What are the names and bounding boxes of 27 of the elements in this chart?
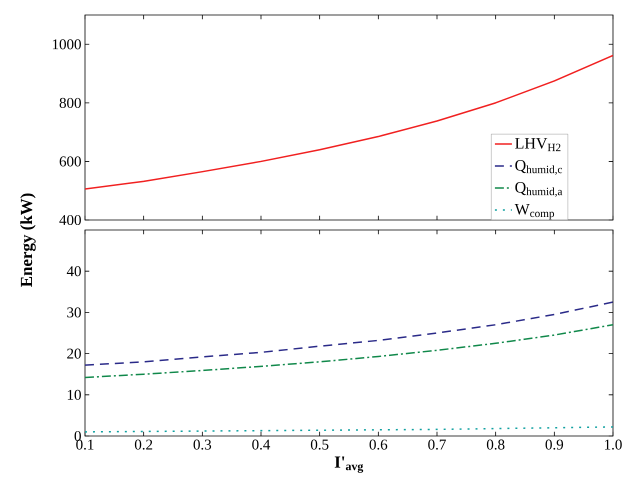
x-tick-label: 0.1 [76, 440, 94, 450]
y-tick-label: 800 [60, 98, 81, 108]
x-tick-label: 0.9 [546, 440, 564, 450]
x-tick-label: 0.4 [252, 440, 270, 450]
y-tick-label: 400 [59, 214, 81, 226]
y-tick-label: 30 [67, 307, 81, 318]
y-tick-label: 1000 [52, 39, 81, 50]
x-tick-label: 0.5 [310, 440, 328, 450]
y-axis-title: Energy (kW) [20, 193, 36, 287]
x-tick-label: 0.8 [486, 440, 504, 450]
y-tick-label: 10 [68, 390, 81, 400]
x-tick-label: 0.2 [134, 440, 152, 450]
text: W$_{comp}$ [514, 204, 554, 220]
line-series [85, 301, 613, 366]
text: Q$_{humid,a}$ [515, 182, 562, 197]
x-axis-title: I'$_{avg}$ [334, 456, 364, 473]
y-tick-label: 600 [60, 156, 81, 166]
y-tick-label: 0 [74, 430, 81, 442]
legend-label: LHV$_{H2}$ [515, 138, 560, 152]
x-tick-label: 0.7 [428, 440, 446, 450]
x-tick-label: 0.3 [194, 440, 212, 450]
text: Q$_{humid,c}$ [515, 160, 562, 175]
line-series [85, 324, 613, 378]
x-tick-label: 1.0 [604, 440, 622, 450]
y-tick-label: 20 [67, 348, 81, 359]
x-tick-label: 0.6 [370, 440, 388, 450]
y-tick-label: 40 [66, 266, 81, 276]
